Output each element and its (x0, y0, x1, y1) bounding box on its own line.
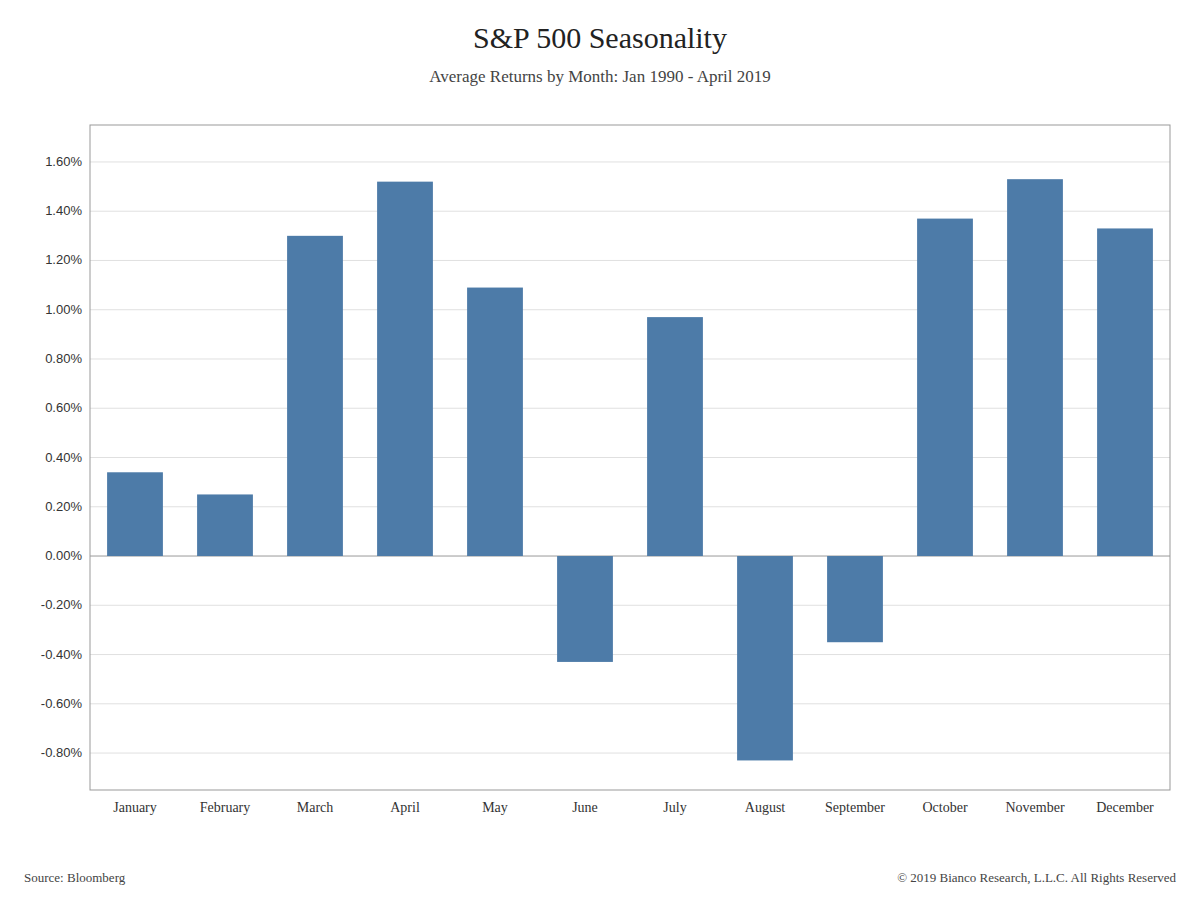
bar (917, 219, 973, 556)
grid-line (90, 703, 1170, 704)
grid-line (90, 654, 1170, 655)
bar (827, 556, 883, 642)
grid-line (90, 161, 1170, 162)
x-tick-label: July (663, 800, 686, 815)
y-tick-label: -0.80% (41, 745, 83, 760)
y-tick-label: 0.20% (45, 499, 82, 514)
page-body: {"chart_data": {"type": "bar", "title": … (0, 0, 1200, 900)
annotation: © 2019 Bianco Research, L.L.C. All Right… (897, 870, 1176, 885)
y-tick-label: 0.00% (45, 548, 82, 563)
bar (1097, 228, 1153, 556)
y-tick-label: 1.00% (45, 302, 82, 317)
x-tick-label: March (297, 800, 334, 815)
x-tick-label: August (745, 800, 786, 815)
grid-line (90, 605, 1170, 606)
chart-svg: S&P 500 Seasonality Average Returns by Mo… (0, 0, 1200, 900)
chart-container: S&P 500 Seasonality Average Returns by Mo… (0, 0, 1200, 900)
y-tick-label: 1.20% (45, 252, 82, 267)
bar (737, 556, 793, 760)
page: Chart html, body { margin: 0; padding: 0… (0, 0, 1200, 900)
x-tick-label: April (390, 800, 420, 815)
x-tick-label: January (113, 800, 157, 815)
chart-title: S&P 500 Seasonality (473, 21, 727, 54)
x-tick-label: September (825, 800, 885, 815)
x-tick-label: October (922, 800, 967, 815)
y-tick-label: 0.40% (45, 450, 82, 465)
y-tick-label: 1.40% (45, 203, 82, 218)
bar (647, 317, 703, 556)
bar (197, 494, 253, 556)
bar (287, 236, 343, 556)
x-tick-label: February (200, 800, 251, 815)
bar (107, 472, 163, 556)
chart-subtitle: Average Returns by Month: Jan 1990 - Apr… (429, 67, 771, 86)
y-tick-label: 1.60% (45, 154, 82, 169)
bars (107, 179, 1153, 760)
y-tick-label: 0.80% (45, 351, 82, 366)
bar (377, 182, 433, 556)
bar (557, 556, 613, 662)
plot-frame (90, 125, 1170, 790)
x-tick-label: December (1096, 800, 1154, 815)
y-tick-label: 0.60% (45, 400, 82, 415)
x-tick-label: May (482, 800, 508, 815)
x-axis: January February March April May June July Augu… (113, 800, 1154, 815)
y-axis: -0.80% -0.60% -0.40% -0.20% 0.00% 0.20% 0.40% 0… (41, 154, 83, 760)
y-tick-label: -0.60% (41, 696, 83, 711)
x-tick-label: November (1005, 800, 1064, 815)
y-tick-label: -0.20% (41, 597, 83, 612)
grid (90, 162, 1170, 753)
y-tick-label: -0.40% (41, 647, 83, 662)
bar (1007, 179, 1063, 556)
bar (467, 288, 523, 556)
annotation: Source: Bloomberg (24, 870, 126, 885)
x-tick-label: June (572, 800, 598, 815)
grid-line (90, 753, 1170, 754)
